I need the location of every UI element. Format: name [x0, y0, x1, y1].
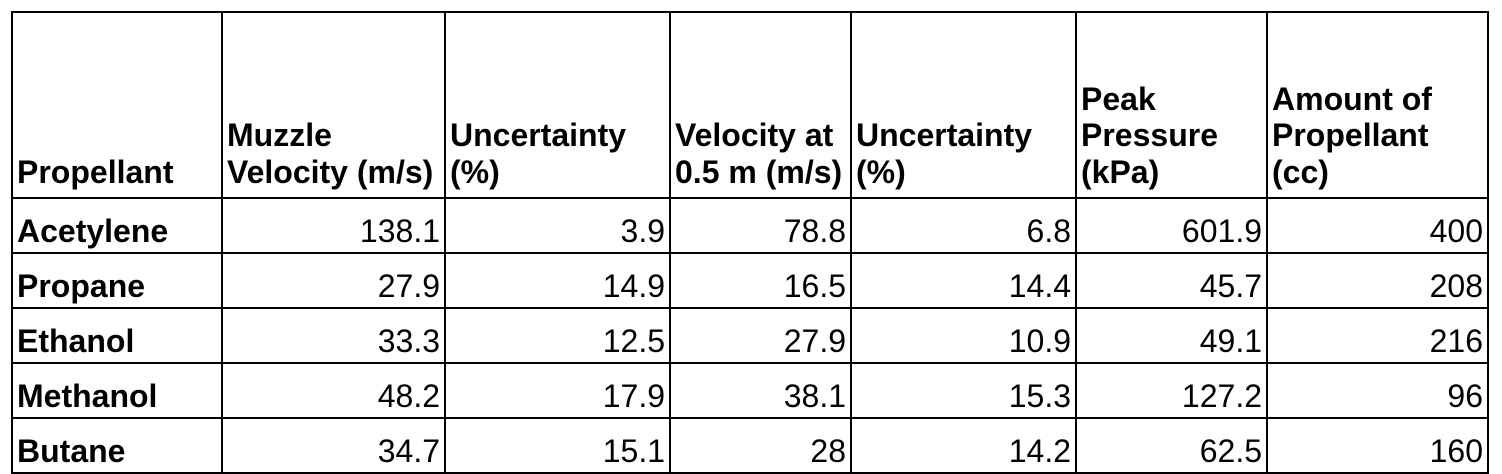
cell-propellant: Propane: [11, 252, 223, 309]
cell-velocity-at-0-5m: 28: [669, 417, 852, 474]
header-propellant: Propellant: [11, 11, 223, 199]
cell-uncertainty-muzzle: 17.9: [444, 362, 671, 419]
table-row: Butane 34.7 15.1 28 14.2 62.5 160: [11, 417, 1489, 474]
cell-velocity-at-0-5m: 16.5: [669, 252, 852, 309]
cell-muzzle-velocity: 138.1: [221, 197, 446, 254]
header-uncertainty-muzzle: Uncertainty (%): [444, 11, 671, 199]
propellant-data-table: Propellant Muzzle Velocity (m/s) Uncerta…: [11, 11, 1489, 474]
cell-uncertainty-velocity: 15.3: [850, 362, 1077, 419]
cell-amount-of-propellant: 96: [1266, 362, 1489, 419]
cell-muzzle-velocity: 33.3: [221, 307, 446, 364]
header-peak-pressure: Peak Pressure (kPa): [1075, 11, 1268, 199]
cell-uncertainty-velocity: 10.9: [850, 307, 1077, 364]
cell-uncertainty-velocity: 6.8: [850, 197, 1077, 254]
cell-propellant: Acetylene: [11, 197, 223, 254]
cell-velocity-at-0-5m: 78.8: [669, 197, 852, 254]
cell-propellant: Butane: [11, 417, 223, 474]
table-row: Acetylene 138.1 3.9 78.8 6.8 601.9 400: [11, 197, 1489, 254]
cell-uncertainty-muzzle: 15.1: [444, 417, 671, 474]
header-row: Propellant Muzzle Velocity (m/s) Uncerta…: [11, 11, 1489, 199]
cell-uncertainty-velocity: 14.4: [850, 252, 1077, 309]
data-table-container: Propellant Muzzle Velocity (m/s) Uncerta…: [11, 11, 1489, 474]
table-row: Methanol 48.2 17.9 38.1 15.3 127.2 96: [11, 362, 1489, 419]
cell-amount-of-propellant: 400: [1266, 197, 1489, 254]
cell-uncertainty-muzzle: 3.9: [444, 197, 671, 254]
header-muzzle-velocity: Muzzle Velocity (m/s): [221, 11, 446, 199]
table-row: Propane 27.9 14.9 16.5 14.4 45.7 208: [11, 252, 1489, 309]
cell-uncertainty-muzzle: 12.5: [444, 307, 671, 364]
cell-peak-pressure: 45.7: [1075, 252, 1268, 309]
cell-propellant: Methanol: [11, 362, 223, 419]
table-row: Ethanol 33.3 12.5 27.9 10.9 49.1 216: [11, 307, 1489, 364]
cell-velocity-at-0-5m: 38.1: [669, 362, 852, 419]
cell-peak-pressure: 62.5: [1075, 417, 1268, 474]
cell-amount-of-propellant: 216: [1266, 307, 1489, 364]
header-amount-of-propellant: Amount of Propellant (cc): [1266, 11, 1489, 199]
cell-muzzle-velocity: 27.9: [221, 252, 446, 309]
cell-amount-of-propellant: 208: [1266, 252, 1489, 309]
cell-amount-of-propellant: 160: [1266, 417, 1489, 474]
cell-uncertainty-muzzle: 14.9: [444, 252, 671, 309]
cell-velocity-at-0-5m: 27.9: [669, 307, 852, 364]
cell-peak-pressure: 601.9: [1075, 197, 1268, 254]
header-velocity-at-0-5m: Velocity at 0.5 m (m/s): [669, 11, 852, 199]
cell-muzzle-velocity: 34.7: [221, 417, 446, 474]
header-uncertainty-velocity: Uncertainty (%): [850, 11, 1077, 199]
cell-peak-pressure: 127.2: [1075, 362, 1268, 419]
cell-propellant: Ethanol: [11, 307, 223, 364]
cell-uncertainty-velocity: 14.2: [850, 417, 1077, 474]
cell-muzzle-velocity: 48.2: [221, 362, 446, 419]
cell-peak-pressure: 49.1: [1075, 307, 1268, 364]
